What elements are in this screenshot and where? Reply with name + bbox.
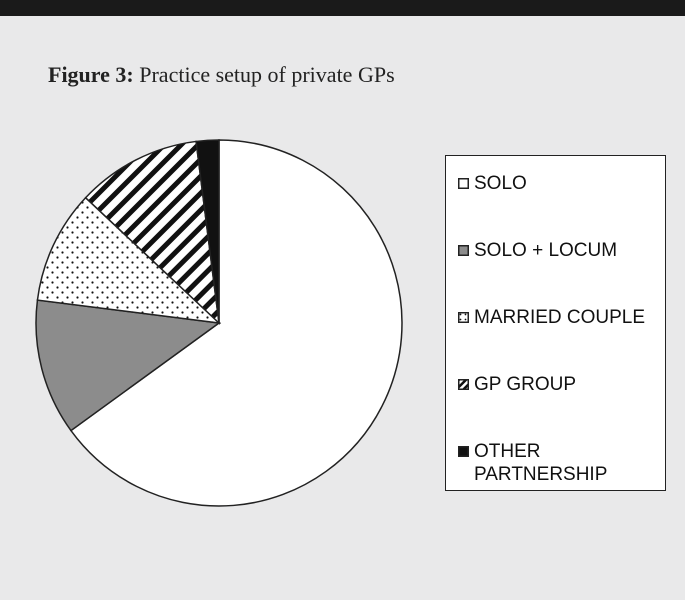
legend-label: MARRIED COUPLE [474,307,646,328]
pie-slice [35,299,221,432]
pie-slice [84,140,221,325]
chart-title: Practice setup of private GPs [139,62,395,87]
legend-item: OTHER PARTNERSHIP [458,440,665,507]
legend-item: SOLO + LOCUM [458,239,665,306]
legend-label: GP GROUP [474,374,577,395]
pie-slice [69,139,403,507]
pie-slice [195,139,220,324]
legend-swatch [458,379,469,390]
legend-swatch [458,446,469,457]
top-bar [0,0,685,16]
legend-item: SOLO [458,172,665,239]
legend-item: MARRIED COUPLE [458,306,665,373]
legend: SOLO SOLO + LOCUM MARRIED COUPLE GP GROUP OT… [445,155,666,491]
figure-label: Figure 3: [48,62,134,87]
title: Figure 3: Practice setup of private GPs [48,62,395,88]
legend-label: OTHER PARTNERSHIP [474,441,608,485]
legend-swatch [458,312,469,323]
legend-item: GP GROUP [458,373,665,440]
legend-label: SOLO + LOCUM [474,240,618,261]
legend-label: SOLO [474,173,527,194]
pie-slice [36,196,222,325]
legend-swatch [458,178,469,189]
legend-swatch [458,245,469,256]
